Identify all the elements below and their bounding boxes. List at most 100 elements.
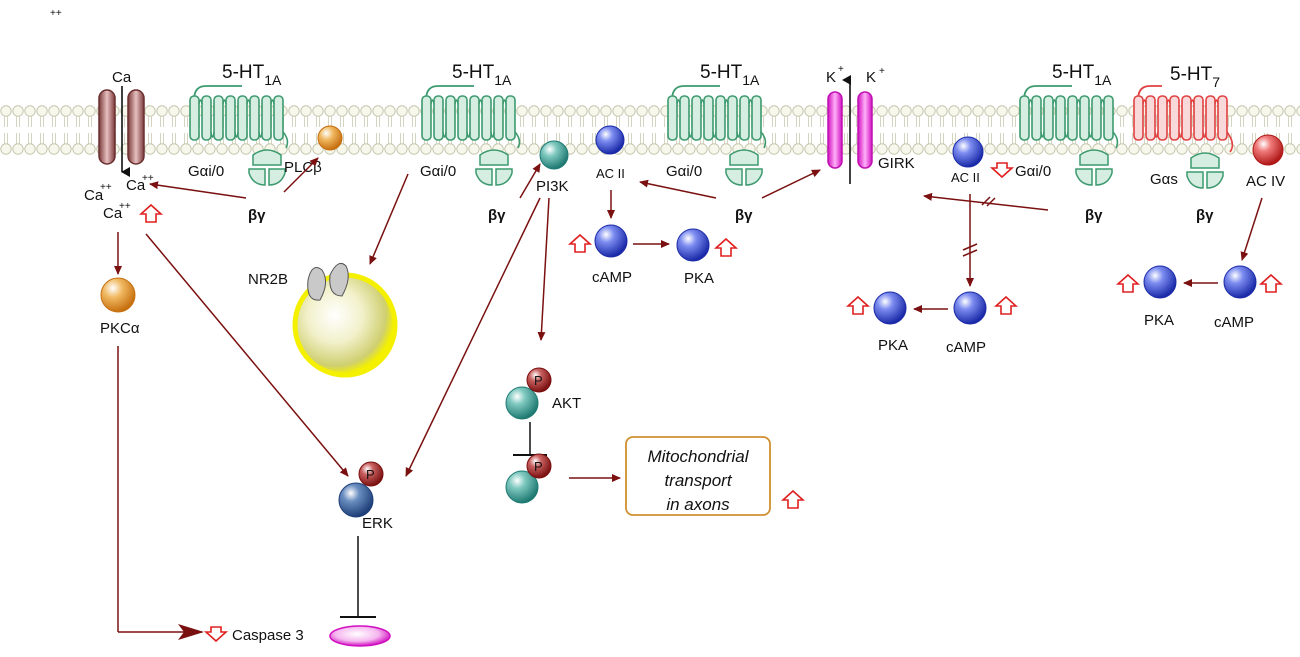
camp-ball-1 <box>594 224 628 258</box>
svg-text:5-HT1A: 5-HT1A <box>700 62 760 88</box>
gai-label-4: Gαi/0 <box>1015 163 1051 180</box>
pkc-alpha-label: PKCα <box>100 320 140 337</box>
blocked-pathway-markers <box>962 196 996 257</box>
g-protein-2 <box>475 149 513 186</box>
akt-ball <box>505 386 539 420</box>
target-ball <box>505 470 539 504</box>
pathway-arrows <box>114 157 1263 482</box>
svg-text:5-HT7: 5-HT7 <box>1170 64 1220 90</box>
arrow-pi3k-to-akt <box>537 197 550 341</box>
gai-label-3: Gαi/0 <box>666 163 702 180</box>
pka-ball-3 <box>1143 265 1177 299</box>
g-protein-1 <box>248 149 286 186</box>
arrow-gai2-to-nr2b <box>369 173 409 265</box>
ca-ion-2: Ca <box>126 177 146 194</box>
arrow-pi3k-to-erk <box>405 197 541 477</box>
ac-ii-ball-1 <box>595 125 625 155</box>
bg-label-2: βγ <box>488 207 506 224</box>
erk-ball <box>338 482 374 518</box>
mito-line-1: Mitochondrial <box>647 447 749 466</box>
svg-text:5-HT1A: 5-HT1A <box>222 62 282 88</box>
arrow-ca-to-erk <box>145 233 349 477</box>
ca-ion-1-charge: ++ <box>100 182 112 193</box>
ac-ii-label-1: AC II <box>596 166 625 181</box>
ac-ii-ball-2 <box>952 136 984 168</box>
target-phosphate-label: P <box>534 459 543 474</box>
corner-mark: ++ <box>50 8 62 19</box>
plc-beta-ball <box>317 125 343 151</box>
camp-label-1: cAMP <box>592 269 632 286</box>
arrow-bg1-to-plc <box>283 157 319 193</box>
camp-ball-3 <box>1223 265 1257 299</box>
akt-phosphate-icon <box>526 367 552 393</box>
receptor-5ht1a-4-label: 5-HT1A <box>1052 62 1112 88</box>
caspase-3-shape <box>329 625 391 647</box>
pi3k-label: PI3K <box>536 178 569 195</box>
arrow-bg2-to-pi3k <box>519 163 541 199</box>
camp-label-2: cAMP <box>946 339 986 356</box>
nr2b-subunit-2 <box>329 263 349 297</box>
arrow-gai4-to-girk <box>923 192 1049 211</box>
g-protein-4 <box>1075 149 1113 186</box>
camp-1-up-arrow-icon <box>569 234 591 253</box>
mito-increase-up-arrow-icon <box>782 490 804 509</box>
bg-label-5: βγ <box>1196 207 1214 224</box>
mito-line-3: in axons <box>666 495 730 514</box>
ac-ii-label-2: AC II <box>951 170 980 185</box>
arrow-bg1-to-ca <box>149 181 247 199</box>
pka-1-up-arrow-icon <box>715 238 737 257</box>
k-ion-1: K <box>826 69 836 86</box>
nr2b-subunit-1 <box>307 267 326 301</box>
akt-phosphate-label: P <box>534 373 543 388</box>
erk-phosphate-label: P <box>366 467 375 482</box>
g-protein-3 <box>725 149 763 186</box>
bg-label-4: βγ <box>1085 207 1103 224</box>
erk-phosphate-icon <box>358 461 384 487</box>
akt-label: AKT <box>552 395 581 412</box>
ca-ion-1: Ca <box>84 187 104 204</box>
ca-channel-label: Ca <box>112 69 132 86</box>
svg-text:5-HT1A: 5-HT1A <box>452 62 512 88</box>
caspase-decrease-down-arrow-icon <box>205 626 227 642</box>
target-phosphate-icon <box>526 453 552 479</box>
arrow-bg3-to-acii <box>639 179 717 199</box>
mito-line-2: transport <box>664 471 732 490</box>
pka-ball-2 <box>873 291 907 325</box>
erk-label: ERK <box>362 515 393 532</box>
girk-label: GIRK <box>878 155 915 172</box>
k-ion-1-charge: + <box>838 64 844 75</box>
ca-ion-3-charge: ++ <box>119 201 131 212</box>
pka-3-up-arrow-icon <box>1117 274 1139 293</box>
ac-iv-label: AC IV <box>1246 173 1285 190</box>
ca-ion-2-charge: ++ <box>142 173 154 184</box>
girk-channel <box>827 75 873 184</box>
ac-iv-ball <box>1252 134 1284 166</box>
receptor-5ht1a-3-label: 5-HT1A <box>700 62 760 88</box>
bg-label-3: βγ <box>735 207 753 224</box>
pka-label-1: PKA <box>684 270 714 287</box>
camp-label-3: cAMP <box>1214 314 1254 331</box>
arrow-aciv-to-camp <box>1240 197 1263 261</box>
camp-2-up-arrow-icon <box>995 296 1017 315</box>
pka-ball-1 <box>676 228 710 262</box>
arrow-bg3-to-girk <box>761 169 821 199</box>
pkc-alpha-ball <box>100 277 136 313</box>
gai-decrease-down-arrow-icon <box>991 162 1013 178</box>
bg-label-1: βγ <box>248 207 266 224</box>
ca-ion-3: Ca <box>103 205 123 222</box>
pka-2-up-arrow-icon <box>847 296 869 315</box>
g-protein-5ht7 <box>1186 152 1224 189</box>
caspase-label: Caspase 3 <box>232 627 304 644</box>
receptor-5ht1a-1-label: 5-HT1A <box>222 62 282 88</box>
gai-label-1: Gαi/0 <box>188 163 224 180</box>
k-ion-2: K <box>866 69 876 86</box>
k-ion-2-charge: + <box>879 66 885 77</box>
pka-label-2: PKA <box>878 337 908 354</box>
ca-increase-up-arrow-icon <box>140 204 162 223</box>
receptor-5ht1a-2-label: 5-HT1A <box>452 62 512 88</box>
camp-3-up-arrow-icon <box>1260 274 1282 293</box>
receptor-5ht7-label: 5-HT7 <box>1170 64 1220 90</box>
gai-label-2: Gαi/0 <box>420 163 456 180</box>
pi3k-ball <box>539 140 569 170</box>
